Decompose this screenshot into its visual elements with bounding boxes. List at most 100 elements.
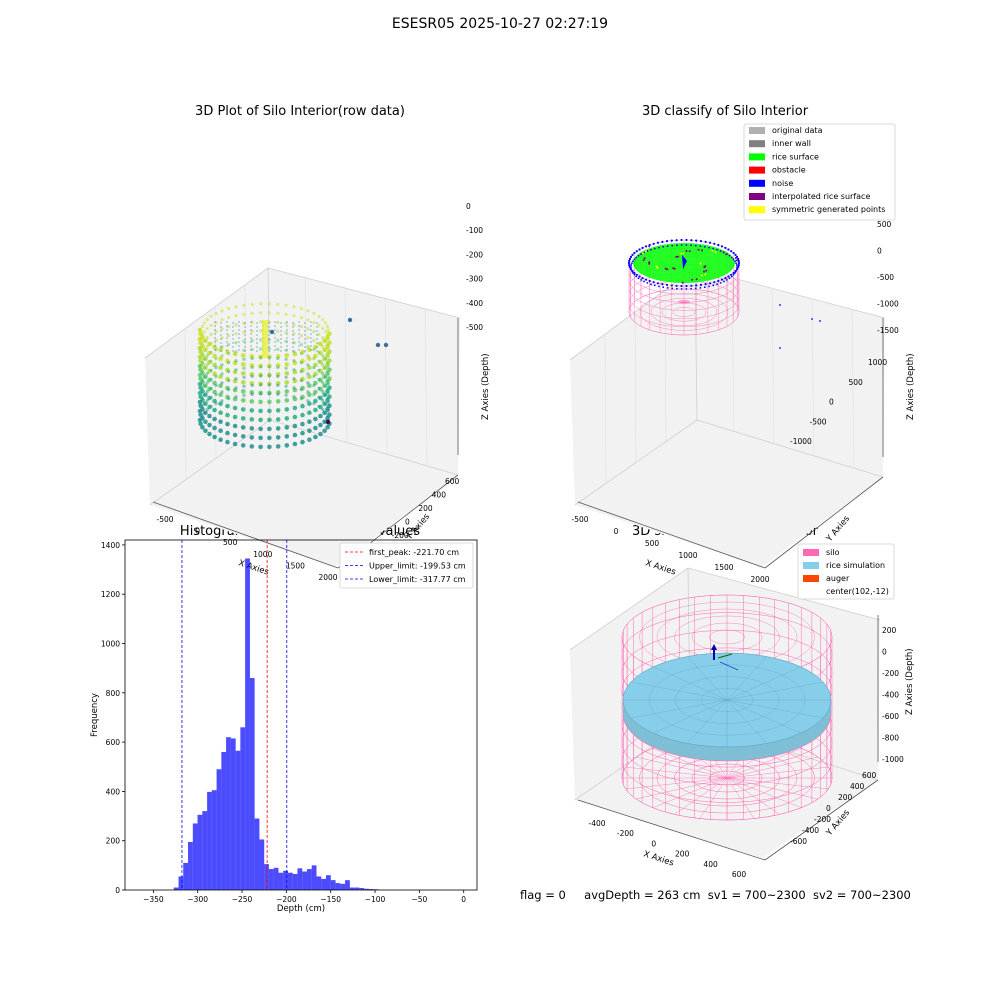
raw-point <box>249 399 255 404</box>
classify-point <box>648 261 651 264</box>
raw-point <box>244 334 246 336</box>
raw-point <box>322 419 327 425</box>
raw-point <box>227 334 231 338</box>
raw-point <box>298 345 300 347</box>
histogram-frame <box>124 539 478 891</box>
noise-point <box>630 264 633 266</box>
raw-point <box>242 357 246 361</box>
classify-point <box>663 282 666 285</box>
raw-point <box>267 408 272 414</box>
auger-point <box>682 255 687 269</box>
raw-point <box>226 349 228 351</box>
raw-point <box>250 374 254 378</box>
raw-point <box>197 408 203 414</box>
raw-point <box>274 333 276 335</box>
classify-point <box>642 252 644 255</box>
raw-point <box>298 333 300 335</box>
raw-point <box>197 372 203 378</box>
raw-point <box>312 401 316 406</box>
raw-point <box>284 330 288 334</box>
raw-point <box>292 414 298 420</box>
noise-point <box>723 280 725 283</box>
raw-point <box>200 425 205 430</box>
legend-label: interpolated rice surface <box>772 192 870 201</box>
raw-point <box>284 434 290 439</box>
raw-point <box>274 329 276 331</box>
silo-wire <box>650 297 718 326</box>
raw-point <box>200 369 205 373</box>
raw-point <box>214 321 216 323</box>
raw-point <box>307 347 312 352</box>
raw-point <box>209 395 213 399</box>
raw-point <box>238 341 240 343</box>
classify-point <box>677 255 679 258</box>
raw-point <box>232 423 238 429</box>
classify-z-label: Z Axies (Depth) <box>906 353 916 420</box>
histogram-bar <box>226 737 231 890</box>
x-tick-label: −250 <box>232 895 253 904</box>
raw-point <box>284 357 288 361</box>
noise-point <box>719 282 722 284</box>
raw-point <box>250 333 252 335</box>
legend-label: inner wall <box>772 139 811 148</box>
silo-wire <box>652 748 728 779</box>
raw-point <box>226 329 228 331</box>
classify-point <box>672 267 675 270</box>
raw-point <box>325 414 330 418</box>
classify-axis-lines <box>577 318 884 569</box>
classify-point <box>642 259 645 262</box>
classify-point <box>679 252 682 255</box>
raw-point <box>227 343 231 347</box>
x-tick-label: −300 <box>187 895 208 904</box>
silo-wire <box>636 756 728 779</box>
raw-point <box>258 426 263 432</box>
raw-point <box>298 341 300 343</box>
classify-x-tick: -500 <box>571 515 588 524</box>
noise-point <box>680 288 683 290</box>
raw-point <box>244 326 246 328</box>
raw-point <box>313 434 318 440</box>
raw-point <box>307 374 312 379</box>
silo-wire <box>674 777 728 815</box>
raw-point <box>306 327 310 331</box>
raw-point <box>284 371 290 376</box>
raw-point <box>317 341 321 345</box>
raw-x-tick: 1000 <box>253 550 272 559</box>
noise-point <box>730 256 733 259</box>
noise-point <box>685 288 688 290</box>
raw-point <box>220 342 222 344</box>
noise-point <box>640 253 642 256</box>
raw-point <box>227 352 231 356</box>
raw-point <box>325 360 330 364</box>
raw-point <box>259 320 263 324</box>
raw-point <box>304 334 306 336</box>
classify-point <box>722 251 725 254</box>
classify-point <box>703 270 705 273</box>
raw-point <box>307 392 312 398</box>
classify-y-tick: 1000 <box>868 358 887 367</box>
raw-point <box>267 356 271 360</box>
raw-point <box>256 322 258 324</box>
classify-point <box>656 266 659 269</box>
classify-point <box>734 257 737 259</box>
raw-point <box>326 391 330 395</box>
raw-point <box>259 311 263 315</box>
silo-wire <box>726 777 780 815</box>
raw-point <box>310 321 312 323</box>
raw-point <box>306 318 310 322</box>
raw-point <box>227 397 231 401</box>
raw-point <box>310 333 312 335</box>
raw-point <box>316 330 318 332</box>
raw-point <box>312 374 316 379</box>
raw-point <box>258 408 263 414</box>
raw-point <box>240 416 246 421</box>
raw-point <box>316 350 318 352</box>
raw-point <box>321 336 325 340</box>
raw-point <box>304 338 306 340</box>
raw-point <box>226 321 228 323</box>
noise-point <box>631 262 633 264</box>
raw-point <box>197 363 203 369</box>
raw-point <box>205 336 209 340</box>
raw-point <box>317 377 321 381</box>
